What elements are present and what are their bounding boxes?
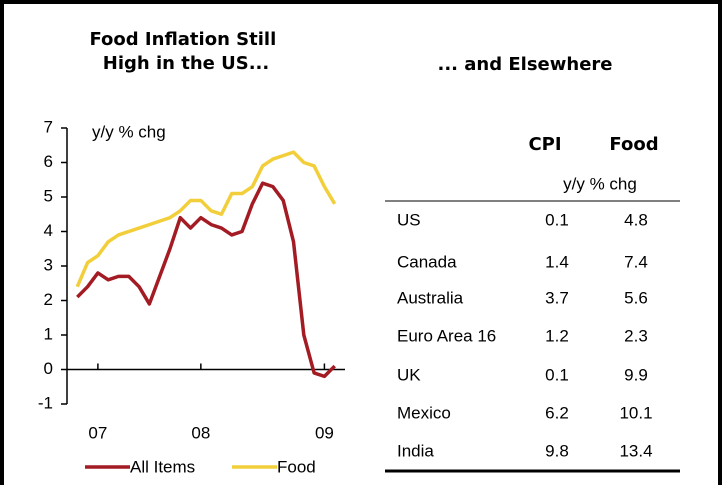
y-tick-label: 1 xyxy=(44,324,53,343)
title-line: High in the US... xyxy=(103,53,269,74)
row-label: UK xyxy=(397,365,421,384)
row-label: Mexico xyxy=(397,403,451,422)
legend-label: Food xyxy=(277,457,316,476)
series-line xyxy=(76,181,336,379)
food-cell: 13.4 xyxy=(619,441,652,460)
cpi-cell: 1.4 xyxy=(545,252,569,271)
x-tick-label: 09 xyxy=(315,423,334,442)
y-tick-label: 2 xyxy=(44,290,53,309)
series-line xyxy=(75,150,337,288)
row-label: Euro Area 16 xyxy=(397,326,496,345)
food-cell: 2.3 xyxy=(624,326,648,345)
legend-label: All Items xyxy=(130,457,195,476)
y-tick-label: 3 xyxy=(44,255,53,274)
y-tick-label: 4 xyxy=(44,221,53,240)
chart-title: Food Inflation Still High in the US... xyxy=(89,29,282,74)
y-tick-label: 7 xyxy=(44,117,53,136)
food-cell: 5.6 xyxy=(624,288,648,307)
y-tick-label: 5 xyxy=(44,186,53,205)
x-tick-label: 08 xyxy=(191,423,210,442)
cpi-cell: 3.7 xyxy=(545,288,569,307)
table-header: Food xyxy=(609,134,658,155)
row-label: India xyxy=(397,441,434,460)
cpi-cell: 9.8 xyxy=(545,441,569,460)
cpi-cell: 1.2 xyxy=(545,326,569,345)
table-subheader: y/y % chg xyxy=(563,174,637,193)
y-tick-label: 0 xyxy=(44,359,53,378)
y-tick-label: 6 xyxy=(44,152,53,171)
cpi-cell: 0.1 xyxy=(545,210,569,229)
food-cell: 4.8 xyxy=(624,210,648,229)
food-cell: 7.4 xyxy=(624,252,648,271)
cpi-cell: 6.2 xyxy=(545,403,569,422)
title-line: Food Inflation Still xyxy=(89,29,282,50)
y-tick-label: -1 xyxy=(38,393,53,412)
row-label: Canada xyxy=(397,252,457,271)
food-cell: 10.1 xyxy=(619,403,652,422)
y-axis-label: y/y % chg xyxy=(92,122,166,141)
table-header: CPI xyxy=(528,134,561,155)
food-cell: 9.9 xyxy=(624,365,648,384)
row-label: Australia xyxy=(397,288,464,307)
table-title: ... and Elsewhere xyxy=(437,54,612,75)
row-label: US xyxy=(397,210,421,229)
cpi-cell: 0.1 xyxy=(545,365,569,384)
x-tick-label: 07 xyxy=(88,423,107,442)
